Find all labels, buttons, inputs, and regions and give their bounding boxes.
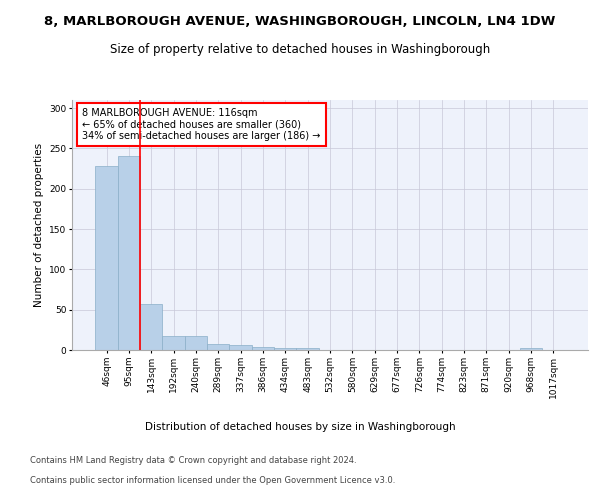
Bar bbox=[229, 345, 252, 350]
Text: Distribution of detached houses by size in Washingborough: Distribution of detached houses by size … bbox=[145, 422, 455, 432]
Bar bbox=[207, 344, 229, 350]
Bar bbox=[274, 348, 296, 350]
Bar bbox=[252, 347, 274, 350]
Bar bbox=[520, 348, 542, 350]
Bar bbox=[95, 166, 118, 350]
Bar bbox=[140, 304, 163, 350]
Bar bbox=[118, 156, 140, 350]
Text: Contains HM Land Registry data © Crown copyright and database right 2024.: Contains HM Land Registry data © Crown c… bbox=[30, 456, 356, 465]
Text: 8, MARLBOROUGH AVENUE, WASHINGBOROUGH, LINCOLN, LN4 1DW: 8, MARLBOROUGH AVENUE, WASHINGBOROUGH, L… bbox=[44, 15, 556, 28]
Bar bbox=[296, 348, 319, 350]
Text: 8 MARLBOROUGH AVENUE: 116sqm
← 65% of detached houses are smaller (360)
34% of s: 8 MARLBOROUGH AVENUE: 116sqm ← 65% of de… bbox=[82, 108, 320, 140]
Y-axis label: Number of detached properties: Number of detached properties bbox=[34, 143, 44, 307]
Text: Size of property relative to detached houses in Washingborough: Size of property relative to detached ho… bbox=[110, 42, 490, 56]
Bar bbox=[185, 336, 207, 350]
Text: Contains public sector information licensed under the Open Government Licence v3: Contains public sector information licen… bbox=[30, 476, 395, 485]
Bar bbox=[163, 336, 185, 350]
